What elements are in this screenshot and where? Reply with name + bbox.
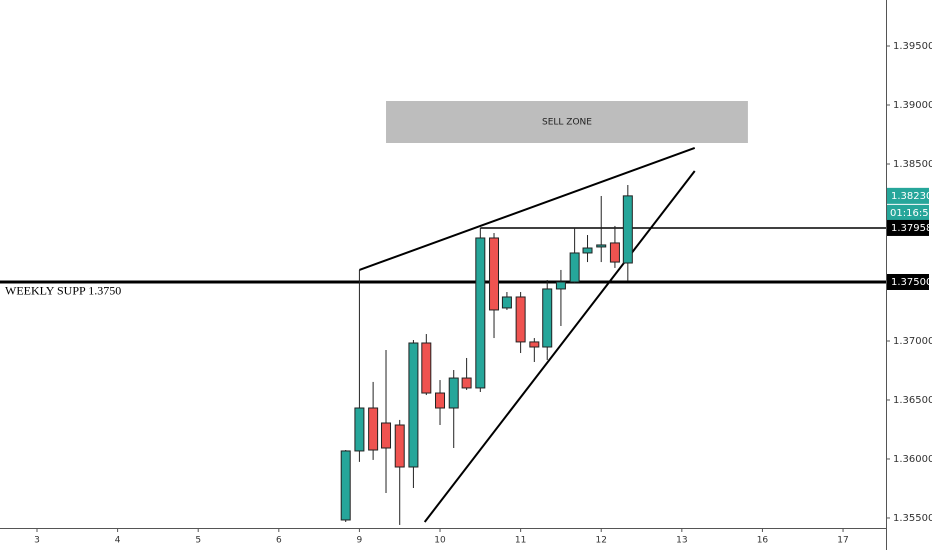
sell-zone [386, 100, 748, 144]
candle-body [555, 281, 566, 290]
y-tick-label: 1.35500 [893, 513, 932, 524]
candle-body [435, 392, 446, 409]
candle-body [475, 237, 486, 389]
x-tick-label: 11 [515, 536, 526, 546]
x-tick-label: 17 [837, 536, 848, 546]
y-tick-label: 1.36000 [893, 454, 932, 465]
candle-body [394, 424, 405, 468]
level-label: WEEKLY SUPP 1.3750 [5, 284, 121, 298]
price-label-box [887, 219, 929, 236]
candle-body [501, 296, 512, 309]
x-tick-label: 12 [595, 536, 606, 546]
x-tick-label: 3 [34, 536, 40, 546]
candle-body [354, 407, 365, 452]
candle-body [542, 288, 553, 348]
candle-body [582, 247, 593, 254]
candle-body [622, 195, 633, 264]
countdown: 01:16:57 [890, 208, 932, 219]
x-tick-label: 10 [434, 536, 446, 546]
candle-body [515, 296, 526, 343]
y-tick-label: 1.36500 [893, 395, 932, 406]
candle-body [340, 450, 351, 521]
x-tick-label: 4 [115, 536, 121, 546]
zone-label: SELL ZONE [542, 118, 592, 128]
price-label-box [887, 187, 929, 204]
y-tick-label: 1.37000 [893, 336, 932, 347]
countdown-box [887, 204, 929, 221]
candle-body [529, 341, 540, 348]
price-label: 1.37958 [891, 223, 932, 234]
y-tick-label: 1.38500 [893, 159, 932, 170]
x-tick-label: 13 [676, 536, 687, 546]
x-tick-label: 5 [195, 536, 201, 546]
candle-body [448, 377, 459, 409]
candle-body [368, 407, 379, 451]
y-tick-label: 1.39000 [893, 100, 932, 111]
candle-body [489, 237, 500, 311]
candle-body [609, 242, 620, 263]
candle-body [596, 244, 607, 248]
candle-body [381, 422, 392, 449]
trend-line [359, 147, 696, 271]
price-label-box [887, 273, 929, 290]
trend-line [423, 170, 696, 523]
candle-body [569, 252, 580, 283]
price-label: 1.38230 [891, 191, 932, 202]
x-tick-label: 6 [276, 536, 282, 546]
candle-body [461, 377, 472, 389]
candle-body [408, 342, 419, 468]
x-tick-label: 16 [757, 536, 769, 546]
x-tick-label: 9 [357, 536, 363, 546]
candle-body [421, 342, 432, 394]
y-tick-label: 1.39500 [893, 41, 932, 52]
price-label: 1.37500 [891, 277, 932, 288]
